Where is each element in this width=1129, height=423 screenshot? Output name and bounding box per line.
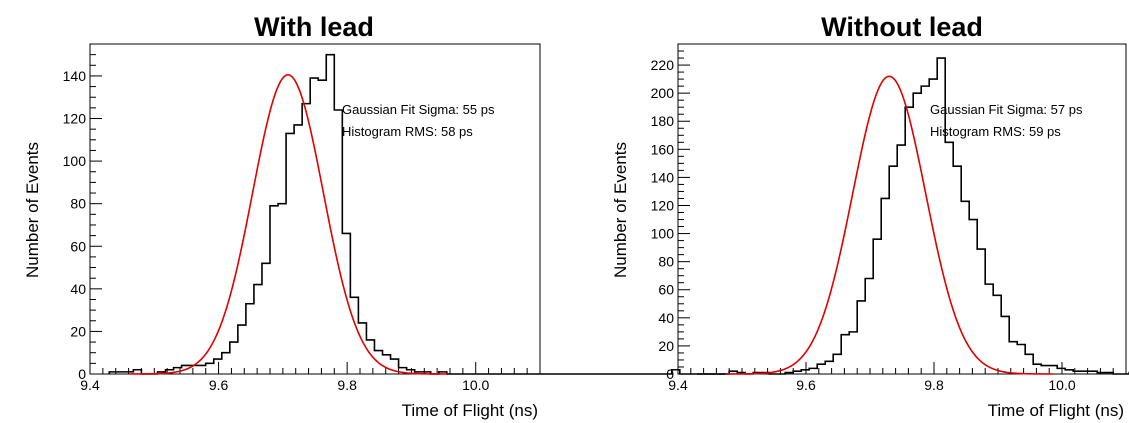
panel-without-lead: Without lead Number of Events Time of Fl… [611, 12, 1129, 420]
y-tick-label: 80 [70, 196, 86, 212]
gaussian-fit-curve [725, 75, 1054, 375]
axes-without-lead: 0 20 40 60 80 100 120 140 160 180 200 220 9.4 9.6 9.8 1… [651, 43, 1129, 393]
annotation-rms-without-lead: Histogram RMS: 59 ps [930, 124, 1061, 139]
y-tick-label: 20 [70, 323, 86, 339]
y-tick-label: 120 [63, 111, 87, 127]
annotation-sigma-without-lead: Gaussian Fit Sigma: 57 ps [930, 102, 1083, 117]
x-tick-label: 9.8 [337, 377, 357, 393]
axes-with-lead: 0 20 40 60 80 100 120 140 9.4 9.6 9.8 10.0 [63, 43, 729, 393]
y-tick-label: 140 [63, 68, 87, 84]
gaussian-fit-curve [128, 74, 448, 375]
y-tick-label: 220 [651, 57, 675, 73]
y-tick-label: 80 [658, 254, 674, 270]
y-tick-label: 60 [70, 238, 86, 254]
histogram-series [697, 57, 1129, 375]
x-tick-label: 10.0 [462, 377, 489, 393]
x-tick-label: 9.4 [668, 377, 688, 393]
y-tick-label: 100 [651, 226, 675, 242]
y-tick-label: 180 [651, 113, 675, 129]
panel-with-lead: With lead Number of Events Time of Fligh… [23, 12, 729, 420]
x-tick-label: 9.6 [209, 377, 229, 393]
chart-title-with-lead: With lead [254, 12, 374, 42]
y-tick-label: 0 [78, 366, 86, 382]
y-tick-label: 120 [651, 197, 675, 213]
plot-frame [89, 43, 541, 375]
y-tick-label: 40 [70, 281, 86, 297]
y-tick-label: 40 [658, 310, 674, 326]
x-axis-label-without-lead: Time of Flight (ns) [988, 401, 1124, 420]
y-axis-label-with-lead: Number of Events [23, 142, 42, 278]
x-tick-label: 9.6 [796, 377, 816, 393]
y-tick-label: 100 [63, 153, 87, 169]
y-tick-label: 60 [658, 282, 674, 298]
x-tick-label: 9.8 [924, 377, 944, 393]
histogram-series [108, 53, 729, 375]
annotation-rms-with-lead: Histogram RMS: 58 ps [342, 124, 473, 139]
y-tick-label: 200 [651, 85, 675, 101]
y-tick-label: 20 [658, 338, 674, 354]
chart-title-without-lead: Without lead [821, 12, 983, 42]
x-tick-label: 9.4 [80, 377, 100, 393]
y-tick-label: 140 [651, 169, 675, 185]
plot-frame [677, 43, 1127, 375]
y-tick-label: 0 [666, 366, 674, 382]
y-tick-label: 160 [651, 141, 675, 157]
x-tick-label: 10.0 [1048, 377, 1075, 393]
y-axis-label-without-lead: Number of Events [611, 142, 630, 278]
x-axis-label-with-lead: Time of Flight (ns) [402, 401, 538, 420]
annotation-sigma-with-lead: Gaussian Fit Sigma: 55 ps [342, 102, 495, 117]
